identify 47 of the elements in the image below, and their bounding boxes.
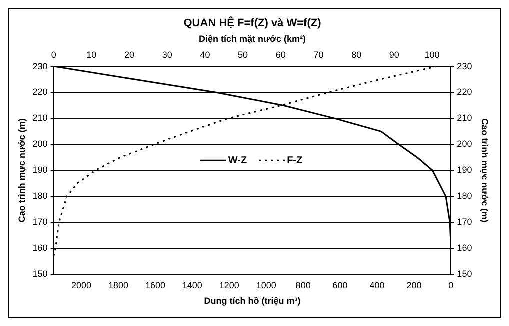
y2-tick-label: 160 xyxy=(457,242,472,253)
y2-tick-label: 220 xyxy=(457,87,472,98)
x2-tick-label: 90 xyxy=(389,50,400,60)
y2-tick-label: 170 xyxy=(457,216,472,227)
y2-tick-label: 230 xyxy=(457,61,472,72)
x2-tick-label: 100 xyxy=(424,50,440,60)
y-tick-label: 210 xyxy=(32,113,48,124)
x2-tick-label: 30 xyxy=(162,50,172,60)
x2-axis-title: Diện tích mặt nước (km²) xyxy=(199,34,306,44)
x2-tick-label: 0 xyxy=(51,50,56,60)
y2-tick-label: 210 xyxy=(457,113,472,124)
x-tick-label: 2000 xyxy=(72,280,92,290)
x2-tick-label: 80 xyxy=(352,50,362,60)
x-tick-label: 600 xyxy=(332,280,348,290)
y-tick-label: 150 xyxy=(32,268,48,279)
y-axis-title: Cao trình mực nước (m) xyxy=(16,118,27,223)
y-tick-label: 160 xyxy=(32,242,48,253)
x-tick-label: 1600 xyxy=(145,280,166,290)
x-tick-label: 1400 xyxy=(182,280,202,290)
y2-tick-label: 200 xyxy=(457,139,472,150)
x-tick-label: 1800 xyxy=(108,280,129,290)
x2-tick-label: 20 xyxy=(124,50,135,60)
x-axis-title: Dung tích hồ (triệu m³) xyxy=(204,296,301,306)
x-tick-label: 200 xyxy=(406,280,422,290)
y-tick-label: 170 xyxy=(32,216,48,227)
x2-tick-label: 60 xyxy=(276,50,286,60)
y-tick-label: 190 xyxy=(32,165,48,176)
y-tick-label: 230 xyxy=(32,61,48,72)
y2-tick-label: 190 xyxy=(457,165,472,176)
y2-tick-label: 150 xyxy=(457,268,472,279)
x-tick-label: 800 xyxy=(296,280,311,290)
y-tick-label: 180 xyxy=(32,191,48,202)
y-tick-label: 200 xyxy=(32,139,48,150)
legend-label: W-Z xyxy=(228,155,248,166)
x-tick-label: 400 xyxy=(370,280,385,290)
x-tick-label: 0 xyxy=(448,280,454,290)
chart-title: QUAN HỆ F=f(Z) và W=f(Z) xyxy=(184,16,322,30)
x2-tick-label: 70 xyxy=(314,50,324,60)
y2-tick-label: 180 xyxy=(457,191,472,202)
x-tick-label: 1200 xyxy=(219,280,240,290)
x2-tick-label: 40 xyxy=(200,50,210,60)
x2-tick-label: 50 xyxy=(238,50,248,60)
legend-label: F-Z xyxy=(287,155,303,166)
y-tick-label: 220 xyxy=(32,87,48,98)
x-tick-label: 1000 xyxy=(256,280,276,290)
x2-tick-label: 10 xyxy=(86,50,97,60)
y2-axis-title: Cao trình mực nước (m) xyxy=(480,118,490,223)
